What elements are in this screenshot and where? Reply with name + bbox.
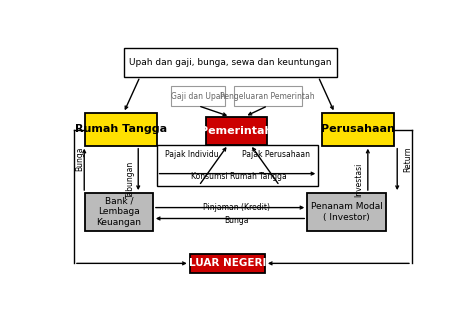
Text: Upah dan gaji, bunga, sewa dan keuntungan: Upah dan gaji, bunga, sewa dan keuntunga… <box>129 58 331 66</box>
Bar <box>206 117 267 145</box>
Text: Pengeluaran Pemerintah: Pengeluaran Pemerintah <box>220 92 315 100</box>
Text: Rumah Tangga: Rumah Tangga <box>75 124 167 135</box>
Text: LUAR NEGERI: LUAR NEGERI <box>189 258 266 268</box>
Text: Pajak Individu: Pajak Individu <box>164 150 219 159</box>
Text: Pemerintah: Pemerintah <box>201 126 273 135</box>
Bar <box>171 86 225 106</box>
Text: Pajak Perusahaan: Pajak Perusahaan <box>242 150 310 159</box>
Text: Bunga: Bunga <box>75 147 84 171</box>
Text: Perusahaan: Perusahaan <box>321 124 395 135</box>
Bar <box>307 193 386 231</box>
Text: Return: Return <box>404 146 413 172</box>
Text: Gaji dan Upah: Gaji dan Upah <box>171 92 225 100</box>
Text: Bunga: Bunga <box>224 216 248 226</box>
Text: Bank /
Lembaga
Keuangan: Bank / Lembaga Keuangan <box>96 197 141 227</box>
Bar <box>156 145 318 186</box>
Bar <box>190 254 265 273</box>
Bar <box>85 193 153 231</box>
Text: Pinjaman (Kredit): Pinjaman (Kredit) <box>203 203 270 212</box>
Bar <box>234 86 301 106</box>
Text: Penanam Modal
( Investor): Penanam Modal ( Investor) <box>311 202 383 221</box>
Bar <box>124 48 337 77</box>
Text: Konsumsi Rumah Tangga: Konsumsi Rumah Tangga <box>191 172 287 180</box>
Text: Investasi: Investasi <box>354 163 363 197</box>
Text: Tabungan: Tabungan <box>127 161 136 198</box>
Bar <box>322 113 393 146</box>
Bar <box>85 113 156 146</box>
